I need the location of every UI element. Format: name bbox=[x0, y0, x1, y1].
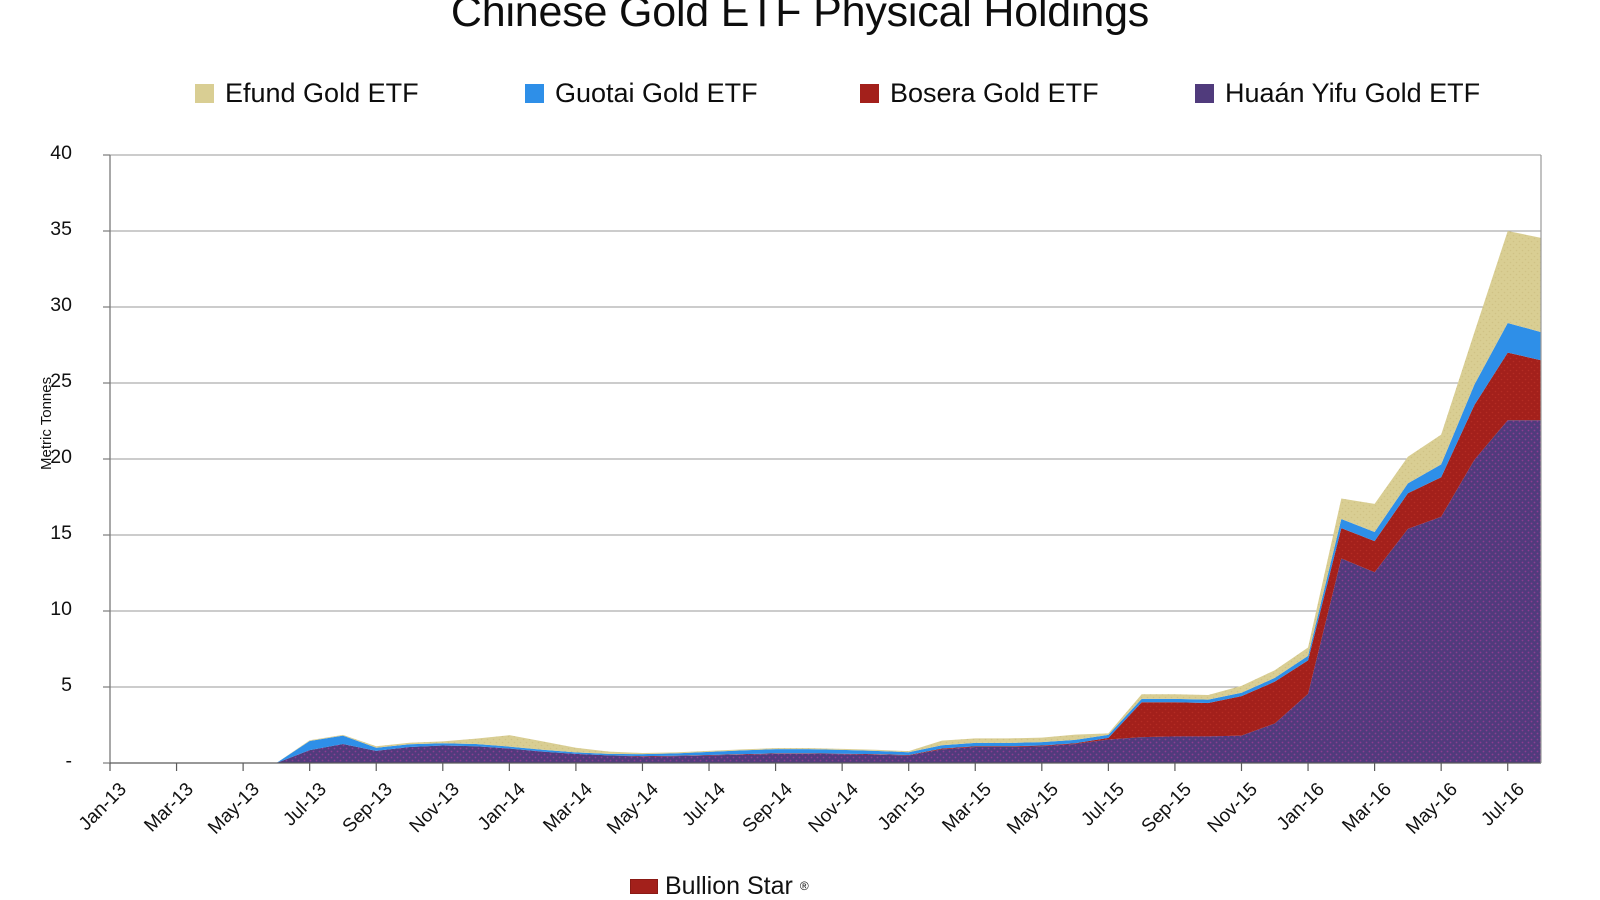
legend-swatch-icon bbox=[1195, 83, 1214, 103]
registered-trademark-icon: ® bbox=[799, 879, 809, 893]
y-tick-label: 10 bbox=[50, 598, 72, 620]
y-tick-label: 35 bbox=[50, 218, 72, 240]
y-tick-label: 15 bbox=[50, 522, 72, 544]
axis-lines bbox=[109, 155, 1542, 764]
area-series-group bbox=[110, 231, 1541, 763]
legend-item-2[interactable]: Bosera Gold ETF bbox=[860, 76, 1099, 110]
legend-label: Guotai Gold ETF bbox=[555, 78, 758, 108]
legend-item-0[interactable]: Efund Gold ETF bbox=[195, 76, 419, 110]
legend-swatch-icon bbox=[860, 83, 879, 103]
legend-label: Bosera Gold ETF bbox=[890, 78, 1099, 108]
legend-label: Efund Gold ETF bbox=[225, 78, 419, 108]
page-title: Chinese Gold ETF Physical Holdings bbox=[450, 0, 1150, 36]
legend-label: Huaán Yifu Gold ETF bbox=[1225, 78, 1481, 108]
legend-swatch-icon bbox=[195, 83, 214, 103]
x-tick-marks bbox=[109, 763, 1509, 771]
legend-item-1[interactable]: Guotai Gold ETF bbox=[525, 76, 758, 110]
y-tick-label: 30 bbox=[50, 294, 72, 316]
area-series-hua-n-yifu-gold-etf bbox=[110, 420, 1541, 763]
legend-swatch-icon bbox=[525, 83, 544, 103]
y-tick-label: 5 bbox=[61, 674, 72, 696]
footer-logo: Bullion Star ® bbox=[630, 872, 809, 900]
chart-legend: Efund Gold ETF Guotai Gold ETF Bosera Gold… bbox=[195, 76, 1495, 110]
footer-brand-text: Bullion Star bbox=[665, 872, 793, 900]
y-tick-label: 20 bbox=[50, 446, 72, 468]
bullionstar-mark-icon bbox=[630, 878, 658, 894]
y-tick-label: 25 bbox=[50, 370, 72, 392]
gridlines bbox=[103, 154, 1541, 764]
y-tick-label: - bbox=[65, 750, 73, 772]
y-tick-label: 40 bbox=[50, 142, 72, 164]
legend-item-3[interactable]: Huaán Yifu Gold ETF bbox=[1195, 76, 1480, 110]
